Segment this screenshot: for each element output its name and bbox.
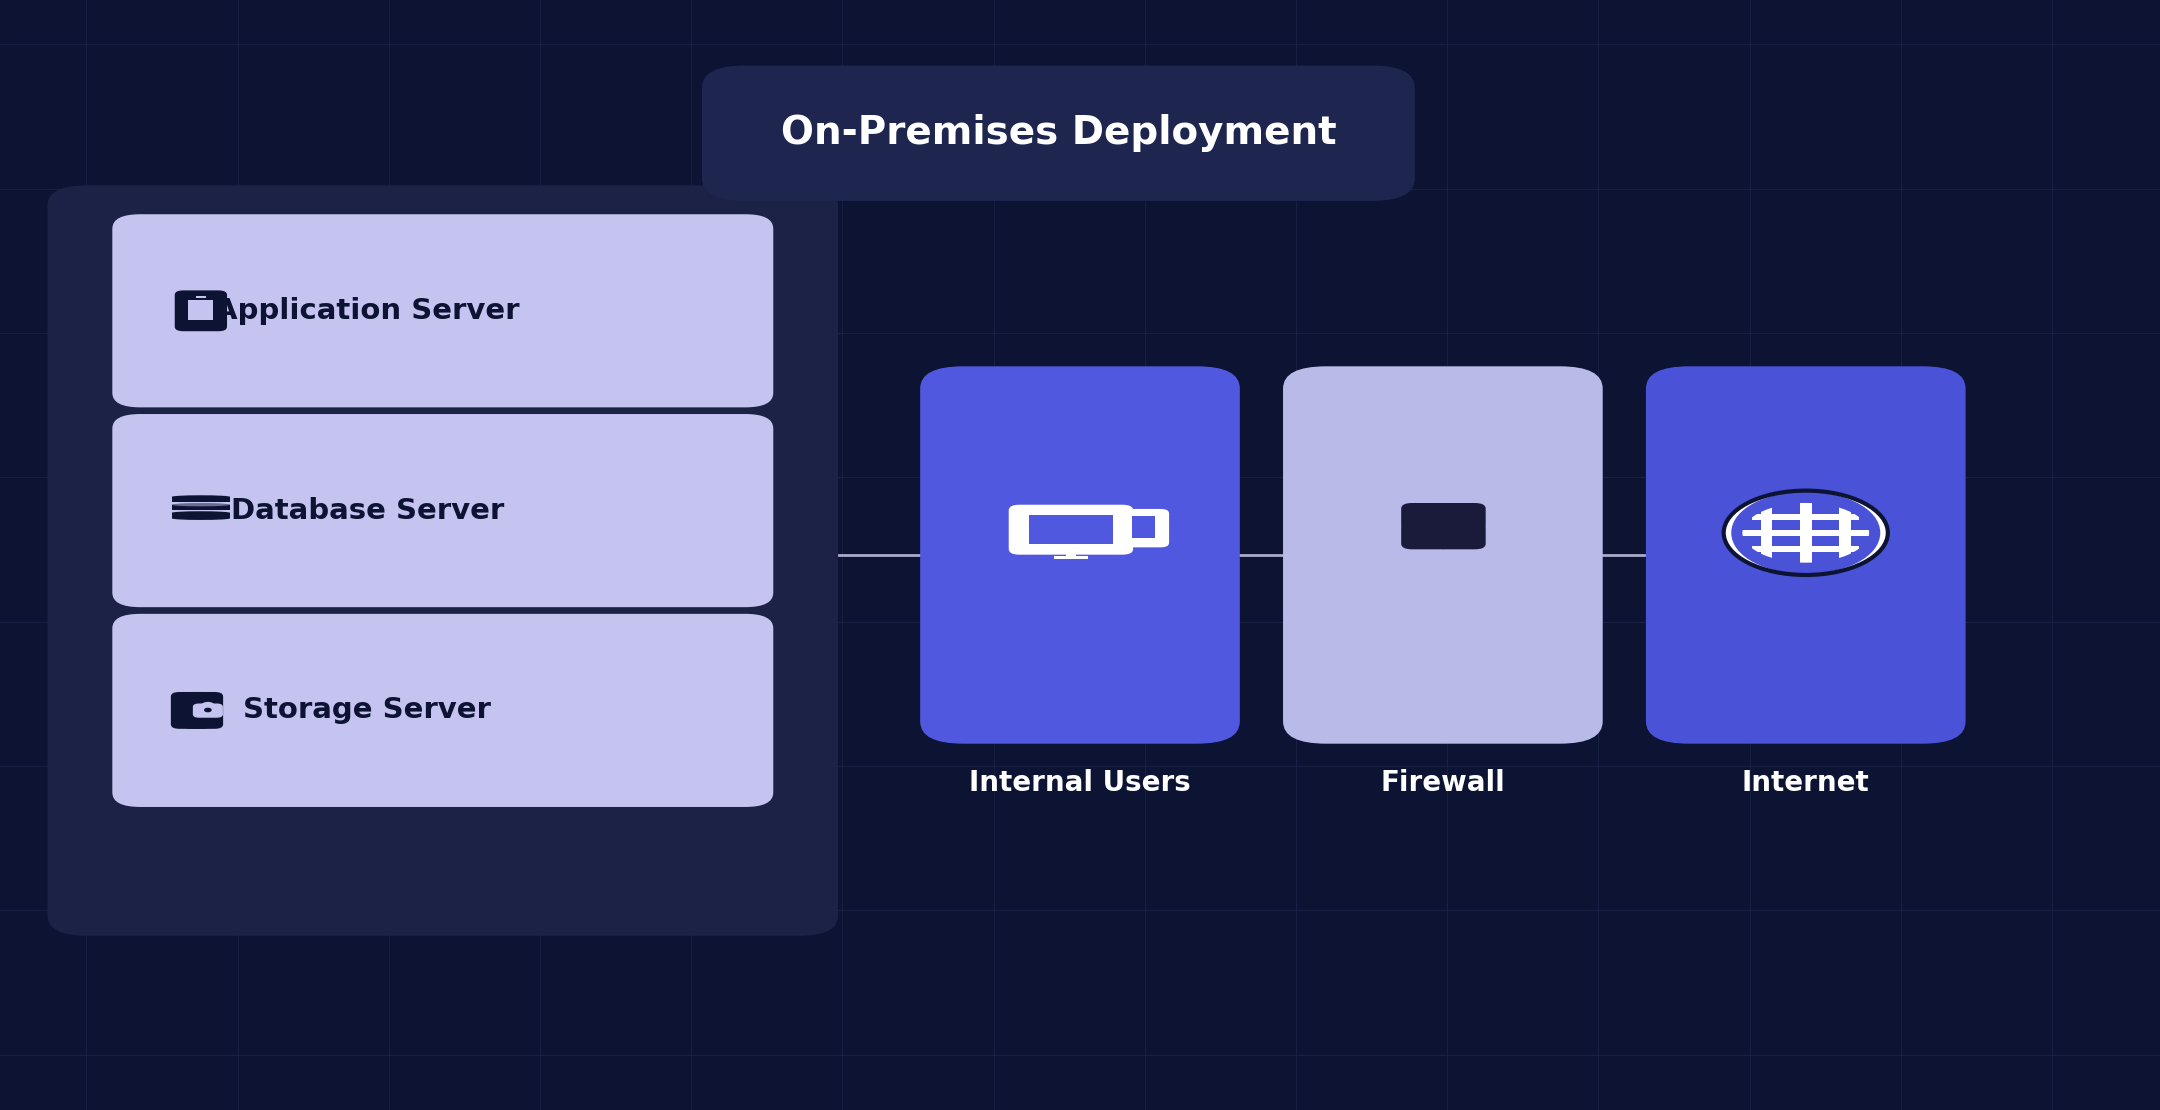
FancyBboxPatch shape — [920, 366, 1240, 744]
FancyBboxPatch shape — [171, 692, 212, 729]
Polygon shape — [1421, 513, 1462, 545]
FancyBboxPatch shape — [1434, 503, 1486, 531]
FancyBboxPatch shape — [181, 692, 222, 729]
FancyBboxPatch shape — [1402, 503, 1452, 531]
Ellipse shape — [173, 512, 229, 514]
Bar — [188, 300, 214, 320]
Ellipse shape — [173, 517, 229, 519]
Text: Database Server: Database Server — [231, 496, 503, 525]
Bar — [1799, 497, 1812, 568]
Bar — [197, 296, 205, 299]
FancyBboxPatch shape — [175, 291, 227, 331]
Text: Firewall: Firewall — [1380, 768, 1506, 797]
Text: Internal Users: Internal Users — [970, 768, 1190, 797]
FancyBboxPatch shape — [192, 704, 222, 718]
FancyBboxPatch shape — [1434, 522, 1486, 549]
FancyBboxPatch shape — [112, 614, 773, 807]
Bar — [1054, 556, 1089, 559]
FancyBboxPatch shape — [112, 414, 773, 607]
Text: Storage Server: Storage Server — [244, 696, 490, 725]
Bar — [1028, 515, 1112, 544]
Text: Internet: Internet — [1741, 768, 1871, 797]
FancyBboxPatch shape — [1009, 505, 1134, 555]
Circle shape — [1737, 497, 1875, 568]
Bar — [1840, 505, 1851, 561]
Circle shape — [205, 708, 212, 712]
Bar — [1760, 505, 1771, 561]
Bar — [173, 497, 229, 503]
FancyBboxPatch shape — [1283, 366, 1603, 744]
FancyBboxPatch shape — [112, 214, 773, 407]
Ellipse shape — [173, 503, 229, 506]
Bar — [1752, 514, 1860, 519]
Bar — [1737, 529, 1875, 536]
Ellipse shape — [173, 503, 229, 506]
Bar — [173, 505, 229, 511]
Bar — [173, 513, 229, 518]
FancyBboxPatch shape — [702, 65, 1415, 201]
FancyBboxPatch shape — [1402, 522, 1452, 549]
Circle shape — [1724, 491, 1888, 575]
FancyBboxPatch shape — [1119, 508, 1169, 547]
Ellipse shape — [173, 495, 229, 498]
FancyBboxPatch shape — [48, 185, 838, 936]
Bar — [1067, 548, 1076, 557]
Bar — [1752, 546, 1860, 552]
Text: On-Premises Deployment: On-Premises Deployment — [780, 114, 1337, 152]
Text: Application Server: Application Server — [216, 296, 518, 325]
Bar — [1132, 516, 1156, 537]
FancyBboxPatch shape — [1646, 366, 1966, 744]
